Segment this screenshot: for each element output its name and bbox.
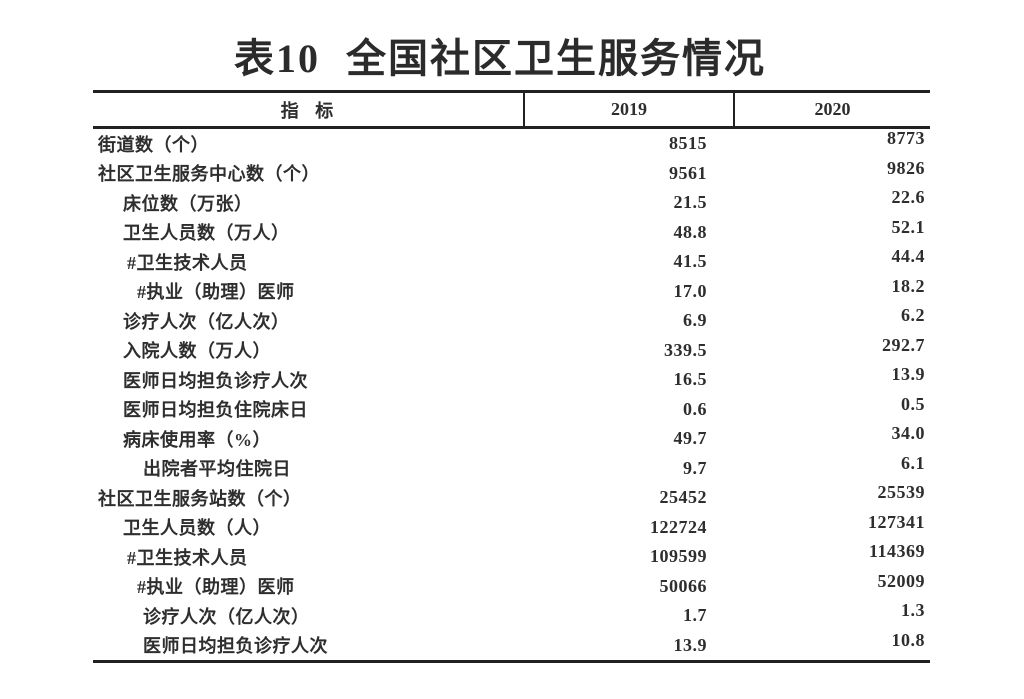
table-row: 医师日均担负诊疗人次 16.5 13.9 bbox=[93, 364, 930, 395]
value-2020: 25539 bbox=[877, 482, 925, 503]
value-2020: 52.1 bbox=[891, 216, 925, 237]
indicator-label: 病床使用率（%） bbox=[123, 429, 271, 450]
value-2019: 48.8 bbox=[673, 221, 707, 242]
table-title: 表10 全国社区卫生服务情况 bbox=[234, 36, 766, 81]
value-2020: 44.4 bbox=[891, 246, 925, 267]
indicator-label: 入院人数（万人） bbox=[123, 341, 271, 362]
value-2020: 292.7 bbox=[882, 334, 925, 355]
indicator-label: #卫生技术人员 bbox=[127, 252, 248, 273]
value-2020: 34.0 bbox=[891, 423, 925, 444]
column-header-2019: 2019 bbox=[525, 93, 735, 126]
table-row: 诊疗人次（亿人次） 6.9 6.2 bbox=[93, 305, 930, 336]
value-2019: 0.6 bbox=[683, 398, 707, 419]
value-2019: 9561 bbox=[669, 162, 707, 183]
value-2019: 9.7 bbox=[683, 457, 707, 478]
value-2019: 25452 bbox=[659, 487, 707, 508]
table-row: 入院人数（万人） 339.5 292.7 bbox=[93, 334, 930, 366]
table-row: 卫生人员数（人） 122724 127341 bbox=[93, 511, 930, 543]
column-header-indicator: 指 标 bbox=[93, 93, 525, 126]
value-2019: 6.9 bbox=[683, 310, 707, 331]
indicator-label: 医师日均担负诊疗人次 bbox=[123, 370, 308, 391]
table-row: 床位数（万张） 21.5 22.6 bbox=[93, 187, 930, 218]
table-row: 诊疗人次（亿人次） 1.7 1.3 bbox=[93, 600, 930, 631]
value-2019: 1.7 bbox=[683, 605, 707, 626]
value-2020: 6.1 bbox=[901, 452, 925, 473]
table-body: 街道数（个） 8515 8773 社区卫生服务中心数（个） 9561 9826 床位数（万张… bbox=[93, 128, 930, 663]
table-row: 医师日均担负住院床日 0.6 0.5 bbox=[93, 393, 930, 425]
value-2020: 127341 bbox=[868, 511, 925, 532]
value-2020: 6.2 bbox=[901, 305, 925, 326]
indicator-label: 医师日均担负诊疗人次 bbox=[143, 636, 328, 657]
indicator-label: 社区卫生服务中心数（个） bbox=[98, 164, 320, 185]
value-2020: 18.2 bbox=[891, 275, 925, 296]
indicator-label: 医师日均担负住院床日 bbox=[123, 400, 308, 421]
value-2020: 114369 bbox=[868, 541, 925, 562]
indicator-label: 卫生人员数（人） bbox=[123, 518, 271, 539]
value-2019: 122724 bbox=[650, 516, 707, 537]
table-row: 社区卫生服务中心数（个） 9561 9826 bbox=[93, 157, 930, 189]
value-2019: 17.0 bbox=[673, 280, 707, 301]
value-2019: 339.5 bbox=[664, 339, 707, 360]
value-2019: 41.5 bbox=[673, 251, 707, 272]
value-2019: 16.5 bbox=[673, 369, 707, 390]
table-header-row: 指 标 2019 2020 bbox=[93, 90, 930, 129]
value-2019: 21.5 bbox=[673, 192, 707, 213]
column-header-2020: 2020 bbox=[814, 99, 851, 119]
value-2019: 109599 bbox=[650, 546, 707, 567]
indicator-label: #执业（助理）医师 bbox=[137, 577, 295, 598]
table-row: 病床使用率（%） 49.7 34.0 bbox=[93, 423, 930, 454]
indicator-label: #执业（助理）医师 bbox=[137, 282, 295, 303]
value-2020: 52009 bbox=[877, 570, 925, 591]
table-row: 卫生人员数（万人） 48.8 52.1 bbox=[93, 216, 930, 248]
indicator-label: 出院者平均住院日 bbox=[143, 459, 291, 480]
value-2019: 13.9 bbox=[673, 634, 707, 655]
value-2019: 49.7 bbox=[673, 428, 707, 449]
value-2020: 8773 bbox=[887, 128, 925, 149]
value-2020: 13.9 bbox=[891, 364, 925, 385]
table-row: 街道数（个） 8515 8773 bbox=[93, 128, 930, 159]
value-2020: 10.8 bbox=[891, 629, 925, 650]
indicator-label: 卫生人员数（万人） bbox=[123, 223, 290, 244]
value-2019: 8515 bbox=[669, 133, 707, 154]
table-row: #卫生技术人员 109599 114369 bbox=[93, 541, 930, 572]
table-row: 出院者平均住院日 9.7 6.1 bbox=[93, 452, 930, 484]
table-row: #执业（助理）医师 50066 52009 bbox=[93, 570, 930, 602]
indicator-label: 社区卫生服务站数（个） bbox=[98, 488, 302, 509]
value-2020: 22.6 bbox=[891, 187, 925, 208]
indicator-label: 诊疗人次（亿人次） bbox=[123, 311, 290, 332]
stats-table: 指 标 2019 2020 街道数（个） 8515 8773 社区卫生服务中心数（个）… bbox=[93, 90, 930, 663]
indicator-label: #卫生技术人员 bbox=[127, 547, 248, 568]
table-row: #执业（助理）医师 17.0 18.2 bbox=[93, 275, 930, 307]
value-2020: 9826 bbox=[887, 157, 925, 178]
table-row: 社区卫生服务站数（个） 25452 25539 bbox=[93, 482, 930, 513]
table-row: #卫生技术人员 41.5 44.4 bbox=[93, 246, 930, 277]
indicator-label: 街道数（个） bbox=[98, 134, 209, 155]
value-2019: 50066 bbox=[659, 575, 707, 596]
indicator-label: 诊疗人次（亿人次） bbox=[143, 606, 310, 627]
value-2020: 1.3 bbox=[901, 600, 925, 621]
indicator-label: 床位数（万张） bbox=[123, 193, 253, 214]
value-2020: 0.5 bbox=[901, 393, 925, 414]
table-row: 医师日均担负诊疗人次 13.9 10.8 bbox=[93, 629, 930, 661]
